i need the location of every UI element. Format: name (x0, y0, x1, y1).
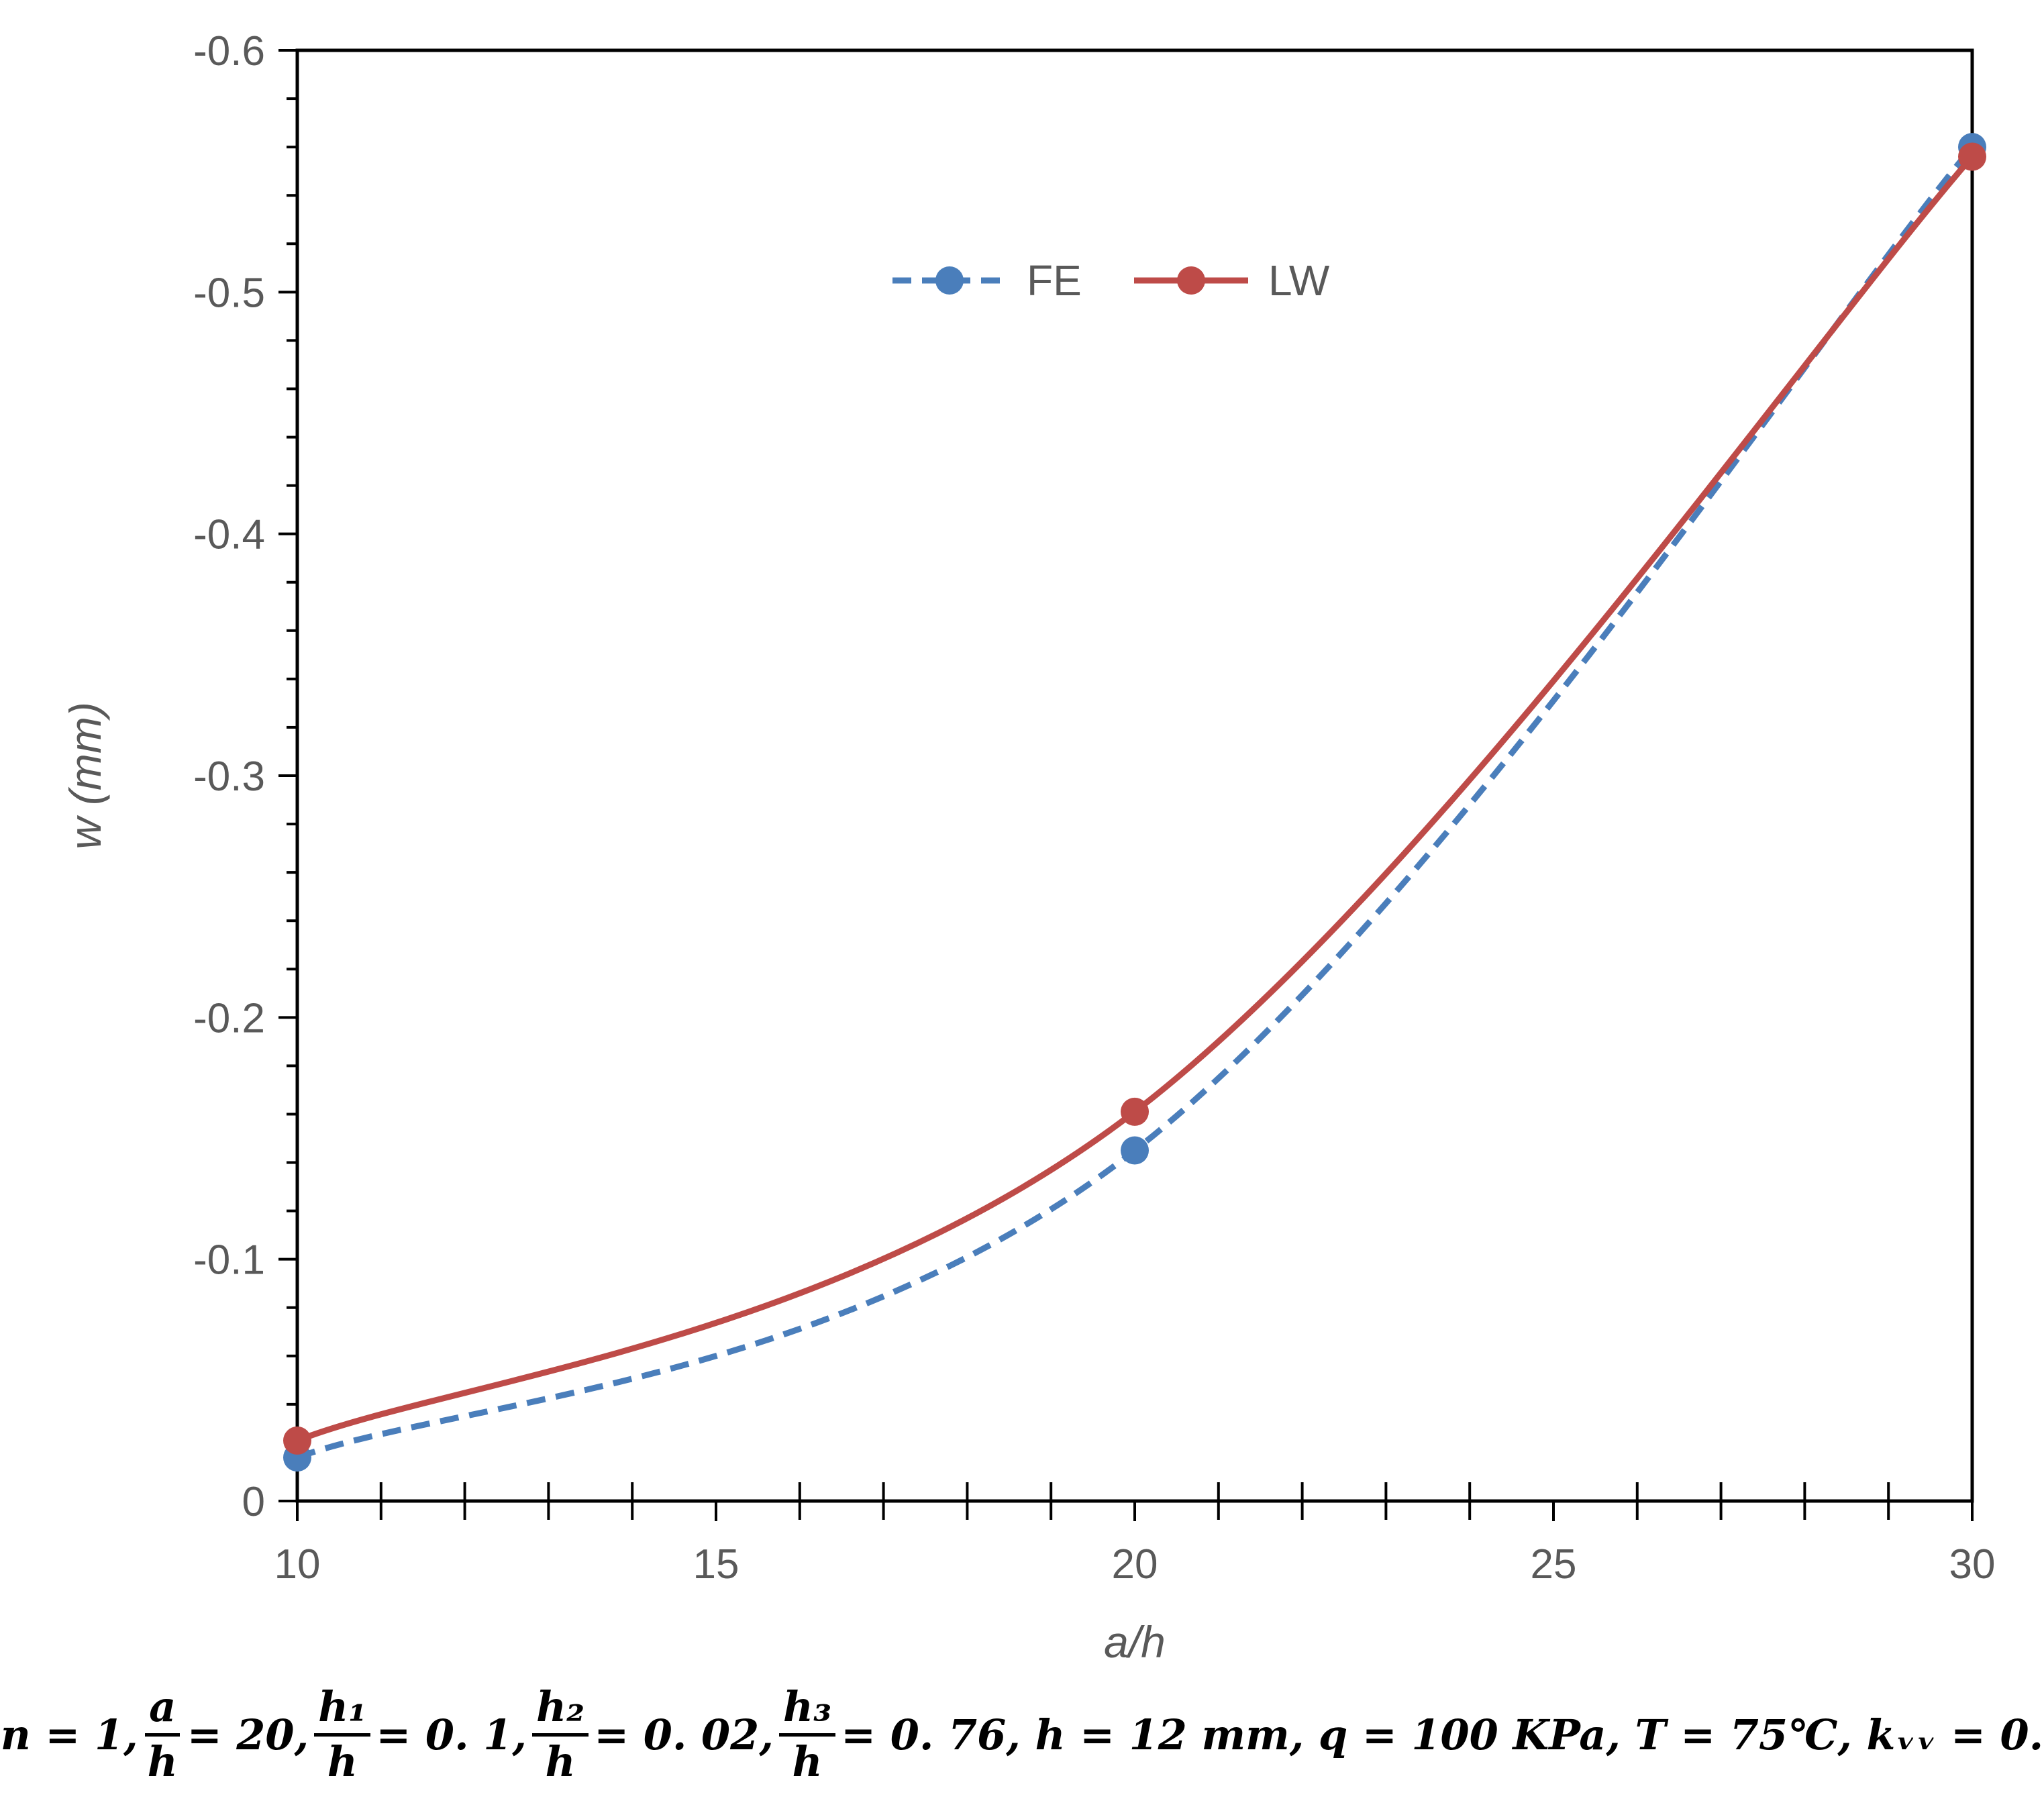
y-tick-label: -0.1 (193, 1237, 265, 1284)
y-tick-label: -0.6 (193, 28, 265, 74)
caption-fraction-denominator: h (147, 1737, 178, 1786)
caption-fraction-h3-h: h₃ h (778, 1684, 836, 1786)
y-axis-title: w (mm) (60, 702, 110, 849)
y-tick-label: -0.2 (193, 995, 265, 1041)
y-tick-label: -0.3 (193, 754, 265, 800)
caption-fraction-numerator: h₁ (314, 1684, 371, 1737)
caption-value: = 0. 1, (376, 1710, 527, 1759)
legend: FE LW (892, 256, 1330, 305)
caption-fraction-h1-h: h₁ h (314, 1684, 371, 1786)
caption-fraction-numerator: h₃ (778, 1684, 836, 1737)
figure-caption: n = 1, a h = 20, h₁ h = 0. 1, h₂ h = 0. … (0, 1664, 2044, 1805)
y-tick-label: -0.5 (193, 270, 265, 316)
caption-fraction-denominator: h (327, 1737, 358, 1786)
data-point-lw (283, 1426, 311, 1455)
x-tick-label: 10 (274, 1541, 321, 1588)
x-tick-label: 15 (693, 1541, 739, 1588)
plot-frame (295, 48, 1974, 1503)
caption-value: = 20, (187, 1710, 309, 1759)
y-tick-label: 0 (242, 1479, 265, 1525)
legend-item-fe: FE (892, 256, 1082, 305)
data-point-lw (1958, 142, 1986, 171)
data-point-lw (1121, 1097, 1149, 1126)
x-tick-label: 30 (1949, 1541, 1996, 1588)
legend-swatch-marker (935, 266, 964, 295)
x-tick-label: 20 (1112, 1541, 1158, 1588)
legend-swatch-marker (1177, 266, 1205, 295)
caption-fraction-a-h: a h (144, 1684, 182, 1784)
caption-n: n = 1, (0, 1710, 138, 1759)
caption-fraction-denominator: h (792, 1737, 823, 1786)
caption-fraction-numerator: a (145, 1684, 181, 1737)
series-line-lw (296, 154, 1975, 1444)
data-point-fe (1121, 1136, 1149, 1165)
caption-fraction-denominator: h (545, 1737, 576, 1786)
x-tick-label: 25 (1531, 1541, 1577, 1588)
series-lw (283, 142, 1986, 1455)
caption-fraction-h2-h: h₂ h (531, 1684, 589, 1786)
legend-label: FE (1027, 256, 1082, 305)
caption-value: = 0. 76, h = 12 mm, q = 100 KPa, T = 75℃… (841, 1710, 2044, 1759)
y-tick-label: -0.4 (193, 512, 265, 558)
legend-label: LW (1268, 256, 1330, 305)
legend-item-lw: LW (1134, 256, 1330, 305)
x-axis: 10 15 20 25 30 (274, 1482, 1996, 1588)
series-fe (283, 133, 1986, 1472)
caption-fraction-numerator: h₂ (531, 1684, 589, 1737)
y-axis: 0 -0.1 -0.2 -0.3 -0.4 -0.5 -0.6 (193, 28, 297, 1525)
series-layer (283, 133, 1986, 1472)
caption-value: = 0. 02, (594, 1710, 774, 1759)
series-line-fe (296, 145, 1975, 1461)
x-axis-title: a/h (1104, 1617, 1166, 1667)
